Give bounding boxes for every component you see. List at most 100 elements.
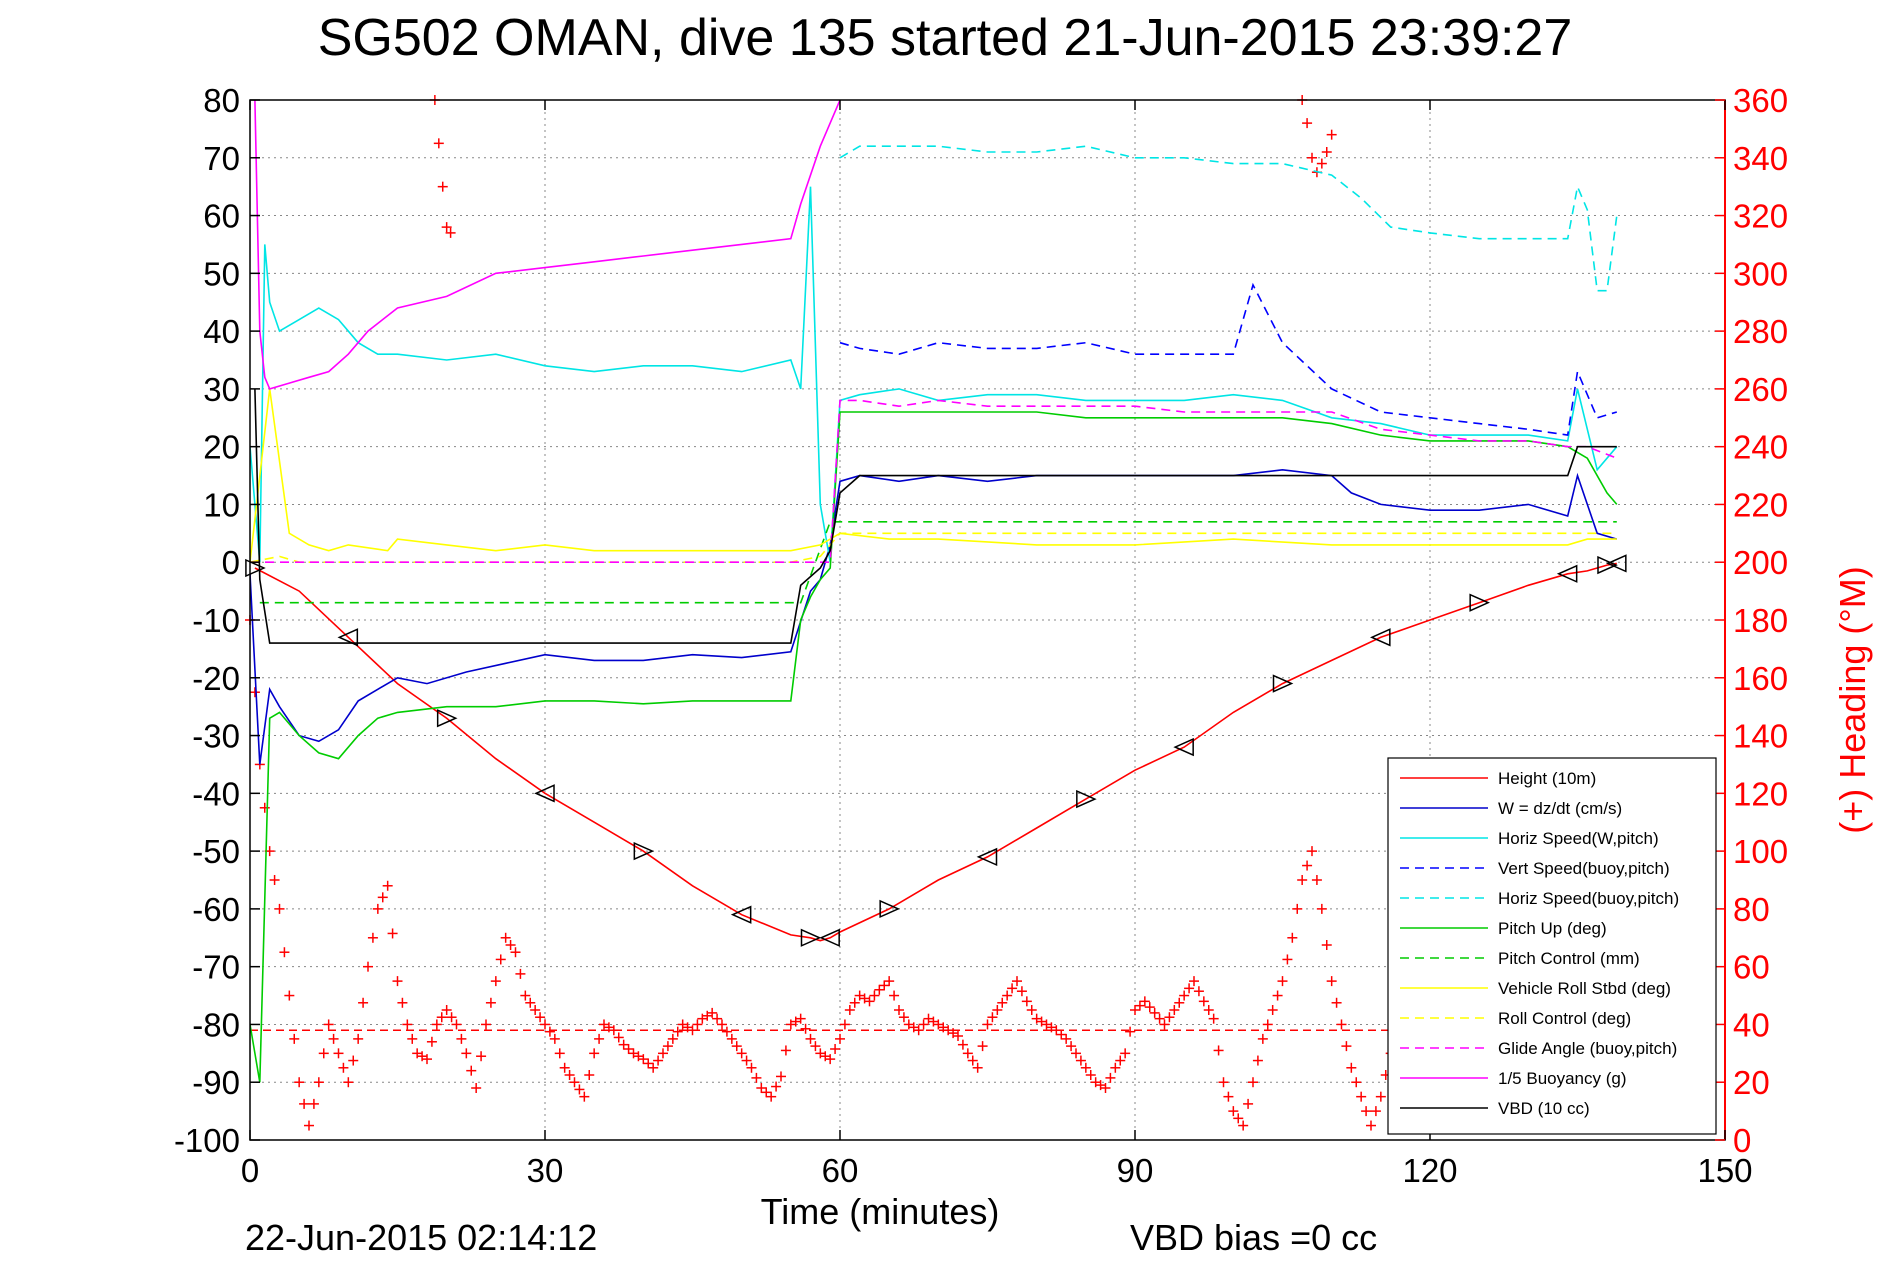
y2-tick-label-18: 0 (1733, 1122, 1751, 1159)
heading-point-64-b (879, 980, 890, 991)
heading-point-88 (1110, 1062, 1121, 1073)
heading-point-7-b (318, 1048, 329, 1059)
y2-tick-label-0: 360 (1733, 82, 1788, 119)
y-tick-label-14: -60 (192, 891, 240, 928)
heading-point-11-b (358, 997, 369, 1008)
heading-point-79 (1021, 996, 1032, 1007)
heading-point-85 (1080, 1062, 1091, 1073)
heading-point-24 (481, 1019, 491, 1030)
heading-point-57 (805, 1033, 816, 1044)
height-marker-8 (633, 841, 655, 861)
heading-point-65-b (889, 990, 900, 1001)
heading-point-13 (372, 903, 383, 914)
heading-point-63 (864, 996, 875, 1007)
heading-point-113 (1356, 1091, 1367, 1102)
heading-point-94-b (1174, 997, 1185, 1008)
heading-point-82-b (1056, 1029, 1067, 1040)
heading-point-14 (382, 880, 393, 891)
heading-point-90 (1130, 1005, 1140, 1015)
y2-axis-label: (+) Heading (°M) (1832, 566, 1873, 833)
y-tick-label-4: 40 (203, 313, 240, 350)
height-marker-2 (337, 628, 359, 647)
heading-point-38-b (623, 1044, 634, 1054)
series-5 (250, 411, 1618, 1083)
heading-point-9-b (338, 1062, 349, 1073)
heading-point-92-b (1154, 1013, 1165, 1024)
heading-point-34 (579, 1091, 590, 1102)
heading-point-77 (1002, 990, 1013, 1001)
height-marker-20 (1076, 789, 1097, 809)
heading-point-12-b (367, 932, 378, 943)
y-tick-label-13: -50 (192, 833, 240, 870)
heading-point-98 (1208, 1013, 1219, 1024)
y-tick-label-1: 70 (203, 140, 240, 177)
heading-point-32-b (564, 1070, 575, 1080)
heading-point-108 (1307, 846, 1317, 857)
heading-point-93-b (1164, 1012, 1175, 1023)
height-marker-14 (819, 928, 840, 947)
heading-point-101 (1238, 1120, 1249, 1131)
heading-point-112-b (1351, 1077, 1362, 1088)
heading-point-10 (343, 1077, 354, 1088)
y2-tick-label-16: 40 (1733, 1006, 1770, 1043)
heading-point-96-b (1193, 986, 1204, 997)
y-tick-label-18: -100 (174, 1122, 240, 1159)
heading-point-97-b (1203, 1005, 1214, 1015)
heading-point-65 (884, 976, 895, 987)
height-marker-28 (1469, 593, 1491, 612)
heading-point-49-b (731, 1041, 742, 1052)
legend-label-9: Glide Angle (buoy,pitch) (1498, 1039, 1677, 1058)
heading-point-4-b (289, 1033, 300, 1044)
heading-point-84 (1071, 1048, 1081, 1059)
heading-point-28 (520, 990, 531, 1001)
heading-point-31 (549, 1033, 560, 1044)
heading-point-5-b (299, 1098, 310, 1109)
heading-point-21 (451, 1019, 462, 1030)
height-marker-30 (1556, 564, 1578, 583)
heading-point-103-b (1262, 1019, 1273, 1030)
heading-point-13-b (377, 892, 388, 903)
heading-point-95-b (1184, 983, 1195, 994)
height-marker-32 (1597, 555, 1618, 575)
heading-upper-point-1-1 (1302, 118, 1313, 129)
heading-point-6-b (308, 1098, 319, 1109)
y2-tick-label-3: 300 (1733, 255, 1788, 292)
heading-point-8-b (328, 1033, 339, 1044)
height-marker-16 (879, 899, 901, 919)
heading-point-22 (461, 1048, 472, 1059)
heading-point-83 (1061, 1033, 1072, 1044)
heading-point-47-b (712, 1013, 723, 1024)
heading-point-52 (756, 1083, 767, 1093)
heading-point-54-b (780, 1045, 791, 1056)
y2-tick-label-5: 260 (1733, 371, 1788, 408)
series-9 (250, 399, 1618, 564)
y2-tick-label-17: 20 (1733, 1064, 1770, 1101)
heading-point-103 (1257, 1033, 1268, 1044)
heading-point-107 (1297, 875, 1308, 885)
heading-point-110 (1326, 976, 1337, 987)
heading-point-72-b (957, 1039, 968, 1050)
heading-point-40 (638, 1054, 649, 1065)
heading-point-112 (1346, 1062, 1357, 1073)
heading-point-37-b (613, 1032, 624, 1043)
y2-tick-label-4: 280 (1733, 313, 1788, 350)
y-tick-label-9: -10 (192, 602, 240, 639)
heading-point-20-b (446, 1012, 457, 1023)
y2-tick-label-9: 180 (1733, 602, 1788, 639)
heading-point-7 (313, 1077, 324, 1088)
heading-point-95 (1179, 990, 1190, 1001)
heading-point-41 (648, 1062, 659, 1073)
height-marker-12 (800, 928, 822, 947)
legend-label-6: Pitch Control (mm) (1498, 949, 1640, 968)
heading-point-85-b (1085, 1070, 1096, 1080)
heading-point-84-b (1075, 1055, 1086, 1066)
height-marker-22 (1173, 737, 1194, 757)
heading-point-32 (559, 1062, 570, 1073)
series-10 (254, 100, 841, 390)
y2-tick-label-13: 100 (1733, 833, 1788, 870)
heading-point-109-b (1321, 940, 1332, 950)
heading-point-94 (1169, 1005, 1180, 1015)
y2-tick-label-6: 240 (1733, 429, 1788, 466)
heading-point-27-b (515, 968, 526, 979)
